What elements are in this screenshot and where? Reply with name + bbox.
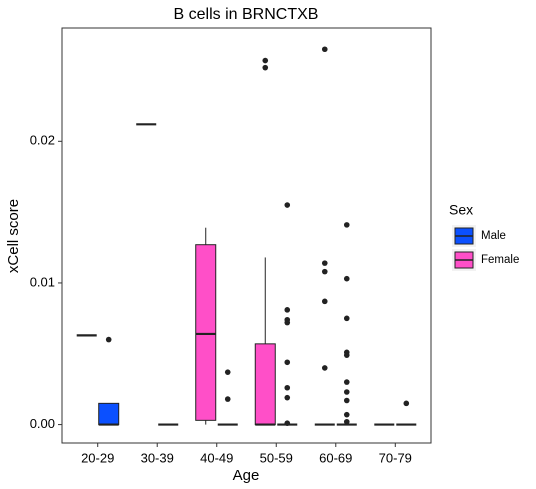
outlier — [262, 64, 269, 71]
outlier — [224, 396, 231, 402]
outlier — [284, 420, 291, 426]
outlier — [321, 298, 328, 305]
y-tick-label: 0.00 — [30, 416, 55, 431]
x-tick-label: 20-29 — [81, 450, 114, 465]
outlier — [224, 369, 231, 375]
panel — [61, 27, 432, 444]
outlier — [343, 418, 350, 425]
outlier — [343, 389, 350, 395]
y-tick-label: 0.01 — [30, 274, 55, 289]
outlier — [343, 411, 350, 418]
outlier — [343, 315, 350, 322]
x-tick-label: 60-69 — [319, 450, 352, 465]
outlier — [284, 394, 291, 401]
x-axis-label: Age — [233, 467, 260, 484]
outlier — [284, 359, 291, 366]
outlier — [284, 384, 291, 391]
outlier — [343, 275, 350, 282]
x-tick-label: 40-49 — [200, 450, 233, 465]
box — [254, 343, 276, 426]
x-tick-label: 30-39 — [141, 450, 174, 465]
chart-title: B cells in BRNCTXB — [174, 6, 319, 23]
outlier — [105, 336, 112, 343]
outlier — [343, 222, 350, 228]
y-tick-label: 0.02 — [30, 133, 55, 148]
outlier — [284, 202, 291, 208]
outlier — [321, 260, 328, 266]
legend-label: Male — [481, 230, 506, 242]
outlier — [321, 365, 328, 371]
legend-label: Female — [481, 254, 519, 266]
outlier — [284, 307, 291, 313]
outlier — [321, 268, 328, 275]
outlier — [284, 319, 291, 326]
outlier — [343, 397, 350, 404]
y-axis-label: xCell score — [5, 199, 22, 273]
legend-title: Sex — [449, 202, 473, 218]
outlier — [343, 379, 350, 385]
outlier — [343, 352, 350, 358]
outlier — [321, 46, 328, 53]
box — [98, 402, 120, 426]
x-tick-label: 50-59 — [260, 450, 293, 465]
x-tick-label: 70-79 — [379, 450, 412, 465]
outlier — [403, 400, 410, 407]
box — [195, 244, 217, 421]
outlier — [262, 57, 269, 64]
